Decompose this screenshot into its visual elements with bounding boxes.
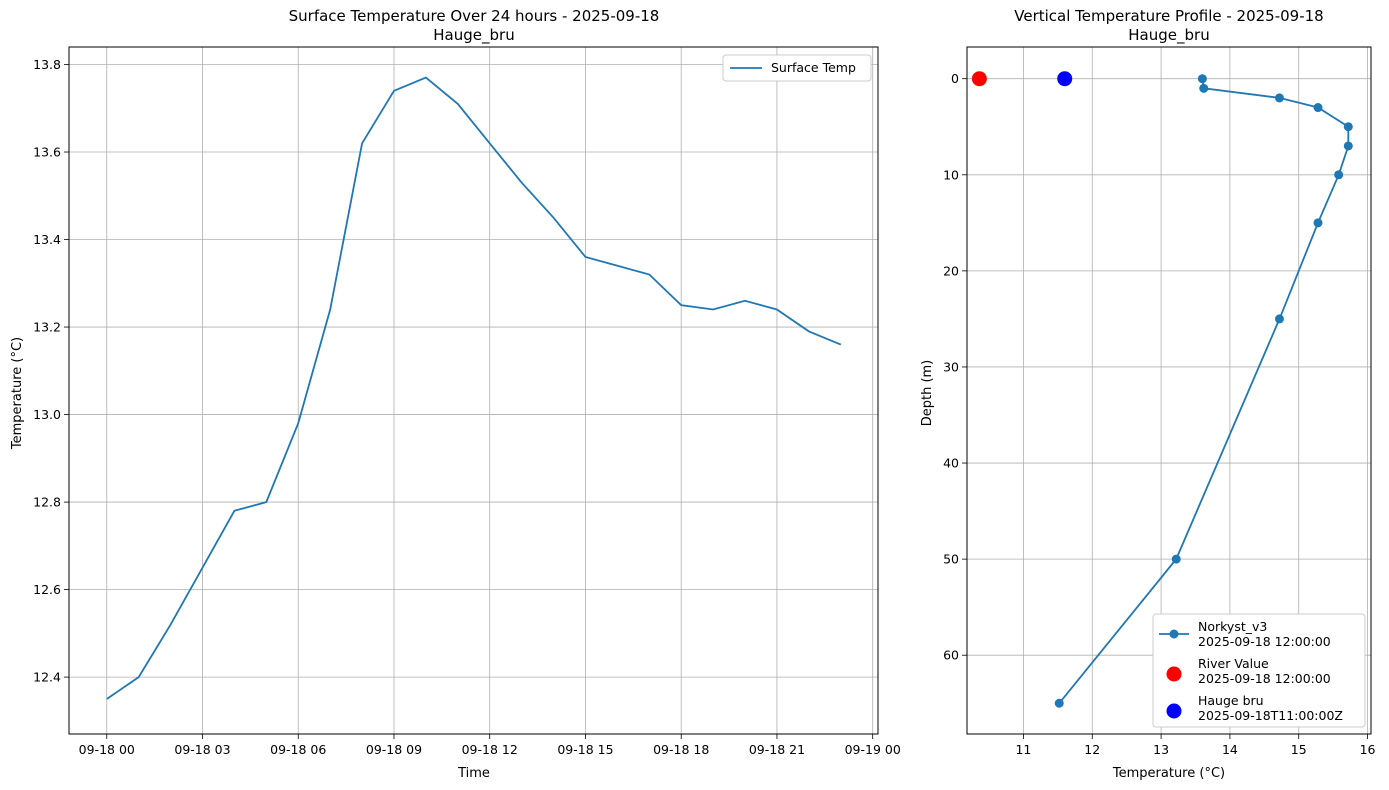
legend-marker-norkyst	[1169, 629, 1179, 639]
x-axis-label: Time	[457, 766, 490, 781]
y-axis-label: Depth (m)	[920, 360, 935, 427]
y-tick-label: 30	[943, 359, 959, 374]
plot-marks	[106, 76, 842, 700]
y-tick-label: 60	[943, 648, 959, 663]
legend-time-norkyst: 2025-09-18 12:00:00	[1198, 634, 1331, 649]
chart-title: Surface Temperature Over 24 hours - 2025…	[289, 7, 660, 25]
x-tick-label: 09-18 21	[749, 742, 805, 757]
y-tick-label: 13.4	[33, 232, 61, 247]
chart-subtitle: Hauge_bru	[1128, 26, 1209, 45]
legend: Norkyst_v3 2025-09-18 12:00:00 River Val…	[1152, 613, 1366, 728]
series-line-surface-temp	[106, 76, 842, 700]
chart-subtitle: Hauge_bru	[433, 26, 514, 45]
x-tick-label: 09-18 09	[366, 742, 422, 757]
x-tick-label: 15	[1291, 742, 1307, 757]
data-point-norkyst	[1334, 170, 1344, 180]
data-point-norkyst	[1343, 122, 1353, 132]
y-tick-label: 10	[943, 167, 959, 182]
data-point-norkyst	[1199, 83, 1209, 93]
vertical-profile-chart: Vertical Temperature Profile - 2025-09-1…	[920, 7, 1376, 781]
x-tick-label: 09-18 06	[270, 742, 326, 757]
y-axis-label: Temperature (°C)	[10, 337, 25, 450]
legend-marker-river-value	[1166, 666, 1182, 682]
x-tick-label: 09-18 15	[557, 742, 613, 757]
y-tick-label: 13.6	[33, 145, 61, 160]
x-tick-label: 09-18 12	[462, 742, 518, 757]
legend-label-surface-temp: Surface Temp	[771, 60, 856, 75]
data-point-river-value	[971, 71, 987, 87]
data-point-hauge-bru	[1057, 71, 1073, 87]
legend-time-hauge-bru: 2025-09-18T11:00:00Z	[1198, 708, 1343, 723]
x-tick-label: 13	[1153, 742, 1169, 757]
plot-marks	[971, 71, 1353, 708]
surface-temperature-chart: Surface Temperature Over 24 hours - 2025…	[10, 7, 901, 781]
grid-lines	[69, 47, 878, 734]
x-axis-label: Temperature (°C)	[1112, 766, 1225, 781]
x-tick-label: 09-18 18	[653, 742, 709, 757]
y-tick-label: 0	[951, 71, 959, 86]
y-tick-label: 13.2	[33, 320, 61, 335]
x-tick-label: 11	[1015, 742, 1031, 757]
legend-marker-hauge-bru	[1166, 703, 1182, 719]
x-tick-label: 09-18 03	[174, 742, 230, 757]
x-tick-label: 14	[1222, 742, 1238, 757]
y-tick-label: 12.6	[33, 582, 61, 597]
x-tick-label: 16	[1360, 742, 1376, 757]
y-tick-label: 13.0	[33, 407, 61, 422]
y-tick-label: 20	[943, 263, 959, 278]
data-point-norkyst	[1274, 314, 1284, 324]
data-point-norkyst	[1313, 218, 1323, 228]
legend: Surface Temp	[722, 54, 872, 82]
y-tick-label: 40	[943, 456, 959, 471]
plot-frame	[68, 46, 879, 735]
tick-labels: 09-18 00 09-18 03 09-18 06 09-18 09 09-18 12…	[33, 57, 901, 757]
y-tick-label: 13.8	[33, 57, 61, 72]
tick-labels: 11 12 13 14 15 16 0 10 20 30 40 50 60	[943, 71, 1375, 757]
x-tick-label: 12	[1084, 742, 1100, 757]
legend-box	[722, 54, 872, 82]
data-point-norkyst	[1274, 93, 1284, 103]
legend-time-river-value: 2025-09-18 12:00:00	[1198, 671, 1331, 686]
x-tick-label: 09-19 00	[845, 742, 901, 757]
data-point-norkyst	[1171, 554, 1181, 564]
data-point-norkyst	[1054, 698, 1064, 708]
plot-frame	[966, 46, 1372, 735]
y-tick-label: 50	[943, 552, 959, 567]
data-point-norkyst	[1197, 74, 1207, 84]
legend-label-river-value: River Value	[1198, 656, 1269, 671]
data-point-norkyst	[1313, 103, 1323, 113]
y-tick-label: 12.4	[33, 670, 61, 685]
data-point-norkyst	[1343, 141, 1353, 151]
legend-label-norkyst: Norkyst_v3	[1198, 619, 1267, 634]
legend-box	[1152, 613, 1366, 728]
chart-title: Vertical Temperature Profile - 2025-09-1…	[1014, 7, 1323, 25]
legend-label-hauge-bru: Hauge bru	[1198, 693, 1264, 708]
y-tick-label: 12.8	[33, 495, 61, 510]
x-tick-label: 09-18 00	[79, 742, 135, 757]
